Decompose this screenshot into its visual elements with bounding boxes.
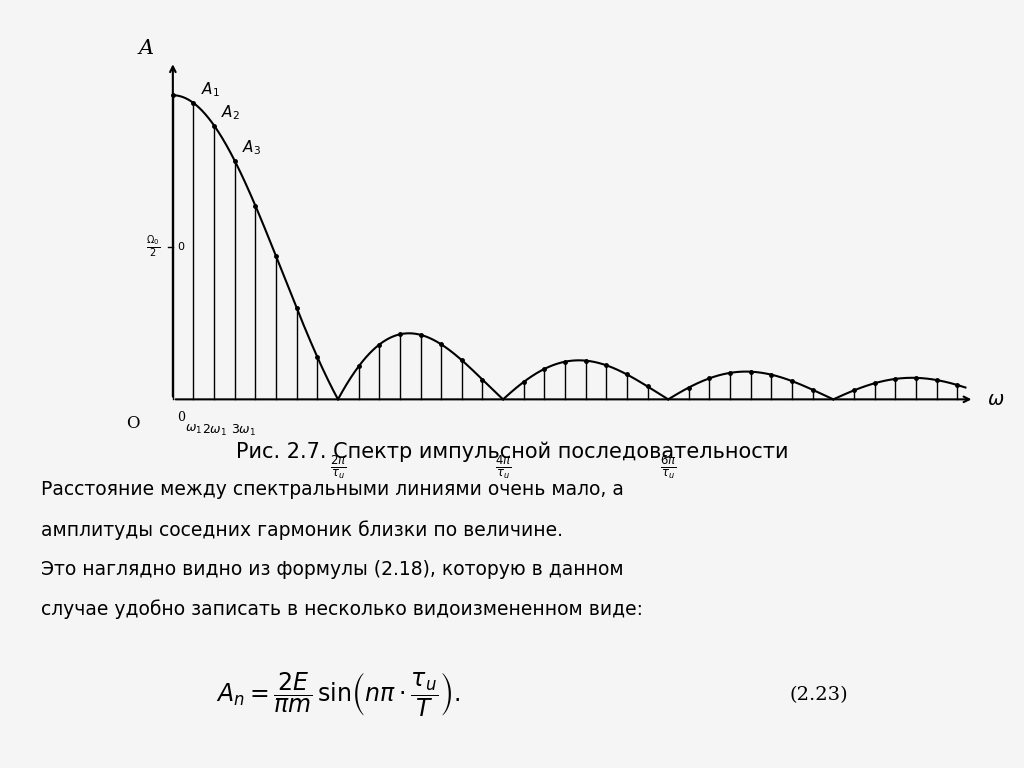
- Text: $A_{n} = \dfrac{2E}{\pi m}\,\sin\!\left(n\pi\cdot\dfrac{\tau_u}{T}\right).$: $A_{n} = \dfrac{2E}{\pi m}\,\sin\!\left(…: [216, 671, 460, 719]
- Text: $A_3$: $A_3$: [242, 138, 261, 157]
- Text: $\frac{6\pi}{\tau_u}$: $\frac{6\pi}{\tau_u}$: [659, 453, 677, 481]
- Text: $\omega_1$: $\omega_1$: [185, 422, 202, 435]
- Text: $\frac{2\pi}{\tau_u}$: $\frac{2\pi}{\tau_u}$: [330, 453, 346, 481]
- Text: O: O: [127, 415, 140, 432]
- Text: Это наглядно видно из формулы (2.18), которую в данном: Это наглядно видно из формулы (2.18), ко…: [41, 560, 624, 579]
- Text: Расстояние между спектральными линиями очень мало, а: Расстояние между спектральными линиями о…: [41, 480, 624, 499]
- Text: $\omega$: $\omega$: [987, 390, 1005, 409]
- Text: Рис. 2.7. Спектр импульсной последовательности: Рис. 2.7. Спектр импульсной последовател…: [236, 442, 788, 462]
- Text: 0: 0: [177, 411, 185, 424]
- Text: случае удобно записать в несколько видоизмененном виде:: случае удобно записать в несколько видои…: [41, 600, 643, 620]
- Text: $2\omega_1$: $2\omega_1$: [202, 422, 226, 438]
- Text: $3\omega_1$: $3\omega_1$: [231, 422, 256, 438]
- Text: $A_2$: $A_2$: [221, 103, 240, 121]
- Text: 0: 0: [177, 242, 184, 253]
- Text: (2.23): (2.23): [790, 686, 849, 704]
- Text: $\frac{\Omega_0}{2}$: $\frac{\Omega_0}{2}$: [145, 234, 160, 260]
- Text: $\frac{4\pi}{\tau_u}$: $\frac{4\pi}{\tau_u}$: [495, 453, 511, 481]
- Text: A: A: [139, 38, 154, 58]
- Text: $A_1$: $A_1$: [201, 81, 219, 99]
- Text: амплитуды соседних гармоник близки по величине.: амплитуды соседних гармоник близки по ве…: [41, 520, 563, 540]
